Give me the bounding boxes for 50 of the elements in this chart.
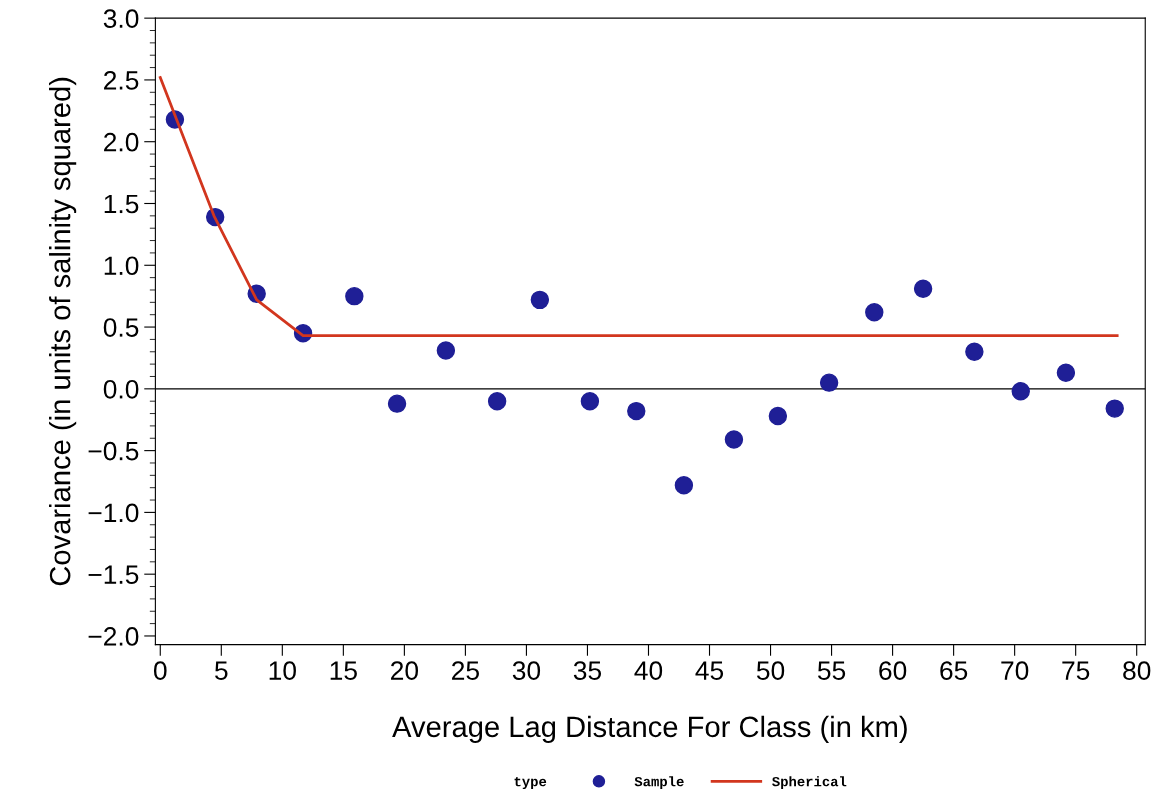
x-tick-label: 60 bbox=[879, 661, 907, 680]
x-tick-label: 65 bbox=[940, 661, 968, 680]
point bbox=[865, 303, 884, 322]
point bbox=[345, 286, 364, 306]
x-tick-label: 25 bbox=[452, 661, 479, 680]
point bbox=[627, 401, 646, 421]
x-tick-label: 35 bbox=[573, 661, 602, 680]
y-tick-label: −0.5 bbox=[88, 441, 139, 461]
y-tick-label: 0.0 bbox=[103, 379, 139, 399]
point bbox=[487, 391, 507, 411]
point bbox=[1056, 363, 1076, 382]
x-tick-label: 80 bbox=[1123, 661, 1151, 680]
point bbox=[436, 341, 456, 360]
point bbox=[674, 476, 694, 495]
point bbox=[530, 290, 550, 310]
x-tick-label: 45 bbox=[695, 661, 724, 680]
point bbox=[1105, 399, 1124, 418]
point bbox=[580, 391, 600, 411]
x-tick-label: 30 bbox=[512, 661, 541, 680]
point bbox=[1011, 382, 1030, 401]
x-tick-label: 0 bbox=[153, 661, 167, 680]
point bbox=[387, 394, 407, 413]
y-tick-label: −1.5 bbox=[88, 565, 139, 584]
x-tick-label: 15 bbox=[330, 661, 357, 680]
legend-label: Spherical bbox=[772, 776, 847, 789]
y-tick-label: 0.5 bbox=[103, 318, 139, 337]
point bbox=[819, 373, 839, 392]
y-axis-title: Covariance (in units of salinity squared) bbox=[49, 77, 77, 586]
x-axis-title: Average Lag Distance For Class (in km) bbox=[392, 715, 907, 743]
y-tick-label: 3.0 bbox=[103, 9, 139, 28]
legend-label: Sample bbox=[634, 776, 684, 789]
y-tick-label: 1.5 bbox=[104, 194, 139, 214]
point bbox=[724, 430, 744, 449]
y-tick-label: 2.5 bbox=[104, 71, 139, 90]
x-tick-label: 55 bbox=[817, 661, 846, 680]
x-tick-label: 10 bbox=[269, 661, 296, 680]
y-tick-label: 1.0 bbox=[104, 256, 139, 276]
y-tick-label: −2.0 bbox=[88, 627, 139, 646]
legend-title: type bbox=[514, 776, 547, 789]
x-tick-label: 50 bbox=[756, 661, 785, 680]
x-tick-label: 40 bbox=[634, 661, 663, 680]
point bbox=[913, 279, 933, 298]
x-tick-label: 70 bbox=[1001, 661, 1029, 680]
x-tick-label: 20 bbox=[391, 661, 419, 680]
x-tick-label: 75 bbox=[1062, 661, 1090, 680]
point bbox=[965, 342, 984, 361]
x-tick-label: 5 bbox=[215, 661, 228, 680]
point bbox=[768, 406, 788, 426]
y-tick-label: −1.0 bbox=[88, 503, 139, 523]
y-tick-label: 2.0 bbox=[104, 132, 139, 152]
